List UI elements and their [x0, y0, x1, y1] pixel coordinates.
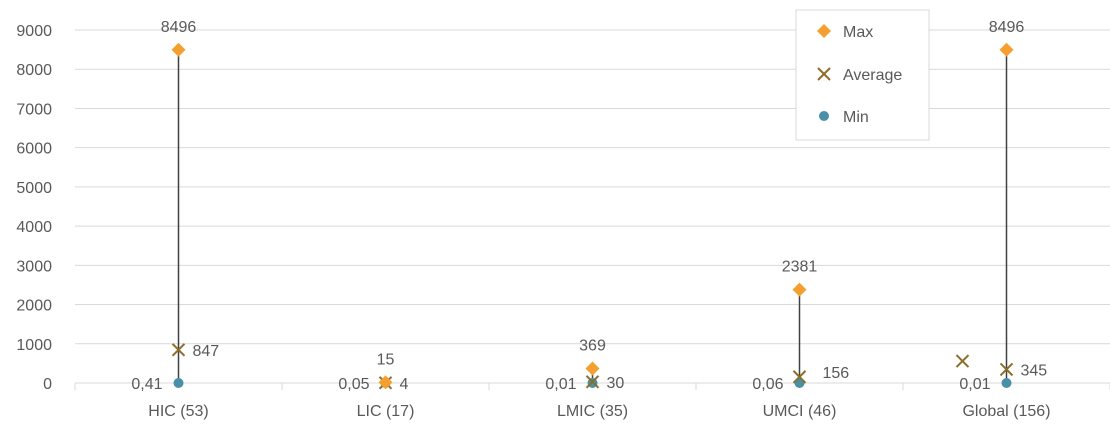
y-tick-label: 0 — [43, 376, 52, 393]
max-value-label: 8496 — [161, 19, 197, 36]
min-point — [1001, 377, 1012, 388]
y-tick-label: 5000 — [16, 180, 52, 197]
legend-max-label: Max — [843, 24, 873, 41]
average-point — [955, 354, 970, 368]
legend: Max Average Min — [795, 9, 930, 141]
y-tick-label: 7000 — [16, 101, 52, 118]
max-value-label: 369 — [579, 338, 606, 355]
y-tick-label: 6000 — [16, 141, 52, 158]
range-lines — [177, 49, 1008, 383]
min-value-label: 0,01 — [545, 376, 576, 393]
max-point — [585, 361, 600, 376]
average-point — [999, 362, 1014, 377]
x-category-label: LMIC (35) — [557, 403, 628, 420]
y-tick-label: 2000 — [16, 298, 52, 315]
legend-max-diamond-icon — [817, 24, 831, 38]
y-tick-label: 9000 — [16, 23, 52, 40]
y-tick-label: 4000 — [16, 219, 52, 236]
average-point — [585, 375, 600, 389]
min-value-label: 0,06 — [752, 376, 783, 393]
x-axis: HIC (53) LIC (17) LMIC (35) UMCI (46) Global… — [74, 383, 1110, 420]
legend-min-circle-icon — [819, 111, 829, 121]
legend-average-label: Average — [843, 67, 902, 84]
min-value-label: 0,41 — [131, 376, 162, 393]
y-tick-label: 1000 — [16, 337, 52, 354]
legend-min-label: Min — [843, 109, 869, 126]
average-value-label: 30 — [607, 375, 625, 392]
legend-average-x-icon — [817, 67, 831, 81]
max-value-label: 2381 — [782, 259, 818, 276]
max-point — [999, 42, 1014, 57]
max-point — [792, 282, 807, 297]
y-tick-label: 3000 — [16, 258, 52, 275]
min-point — [173, 377, 184, 388]
average-value-label: 4 — [400, 376, 409, 393]
gridlines — [75, 29, 1110, 384]
max-value-label: 15 — [377, 351, 395, 368]
x-category-label: LIC (17) — [357, 403, 415, 420]
markers — [171, 42, 1014, 390]
average-value-label: 847 — [193, 343, 220, 360]
x-category-label: UMCI (46) — [763, 403, 837, 420]
x-category-label: HIC (53) — [148, 403, 208, 420]
max-value-label: 8496 — [989, 19, 1025, 36]
average-point — [171, 343, 186, 357]
data-labels: 8496 15 369 2381 8496 847 4 30 156 345 0,41 0,05 0,0… — [131, 19, 1047, 393]
max-point — [378, 375, 393, 390]
y-axis: 0 1000 2000 3000 4000 5000 6000 7000 8000 9000 — [16, 23, 52, 393]
max-point — [171, 42, 186, 57]
average-value-label: 156 — [823, 365, 850, 382]
average-value-label: 345 — [1021, 362, 1048, 379]
x-category-label: Global (156) — [962, 403, 1050, 420]
average-point — [792, 370, 807, 384]
min-value-label: 0,05 — [338, 376, 369, 393]
min-value-label: 0,01 — [959, 376, 990, 393]
y-tick-label: 8000 — [16, 62, 52, 79]
